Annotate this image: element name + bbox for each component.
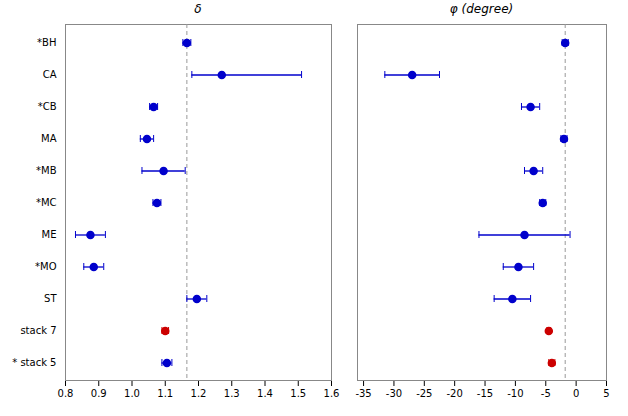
svg-text:* stack 5: * stack 5 <box>12 357 56 368</box>
svg-text:1.1: 1.1 <box>157 388 173 399</box>
svg-text:-30: -30 <box>386 388 402 399</box>
svg-text:0.9: 0.9 <box>91 388 107 399</box>
svg-text:1.3: 1.3 <box>224 388 240 399</box>
svg-text:-20: -20 <box>446 388 462 399</box>
svg-text:*MB: *MB <box>36 165 57 176</box>
svg-text:-5: -5 <box>541 388 551 399</box>
svg-text:1.2: 1.2 <box>191 388 207 399</box>
svg-text:0: 0 <box>573 388 579 399</box>
svg-text:CA: CA <box>43 69 57 80</box>
svg-text:ST: ST <box>44 293 57 304</box>
svg-text:stack 7: stack 7 <box>20 325 56 336</box>
svg-text:1.4: 1.4 <box>257 388 273 399</box>
svg-text:1.6: 1.6 <box>324 388 340 399</box>
svg-text:-25: -25 <box>416 388 432 399</box>
svg-text:0.8: 0.8 <box>58 388 74 399</box>
svg-text:1.0: 1.0 <box>124 388 140 399</box>
svg-text:-10: -10 <box>507 388 523 399</box>
svg-text:*BH: *BH <box>37 37 56 48</box>
svg-text:1.5: 1.5 <box>290 388 306 399</box>
svg-text:MA: MA <box>41 133 57 144</box>
svg-text:*MO: *MO <box>35 261 57 272</box>
svg-text:-35: -35 <box>355 388 371 399</box>
svg-text:*CB: *CB <box>38 101 57 112</box>
svg-text:-15: -15 <box>477 388 493 399</box>
html-text:δ: δ <box>194 2 202 16</box>
svg-text:*MC: *MC <box>36 197 57 208</box>
html-text:φ (degree): φ (degree) <box>449 2 514 16</box>
svg-text:ME: ME <box>42 229 57 240</box>
svg-text:5: 5 <box>603 388 609 399</box>
